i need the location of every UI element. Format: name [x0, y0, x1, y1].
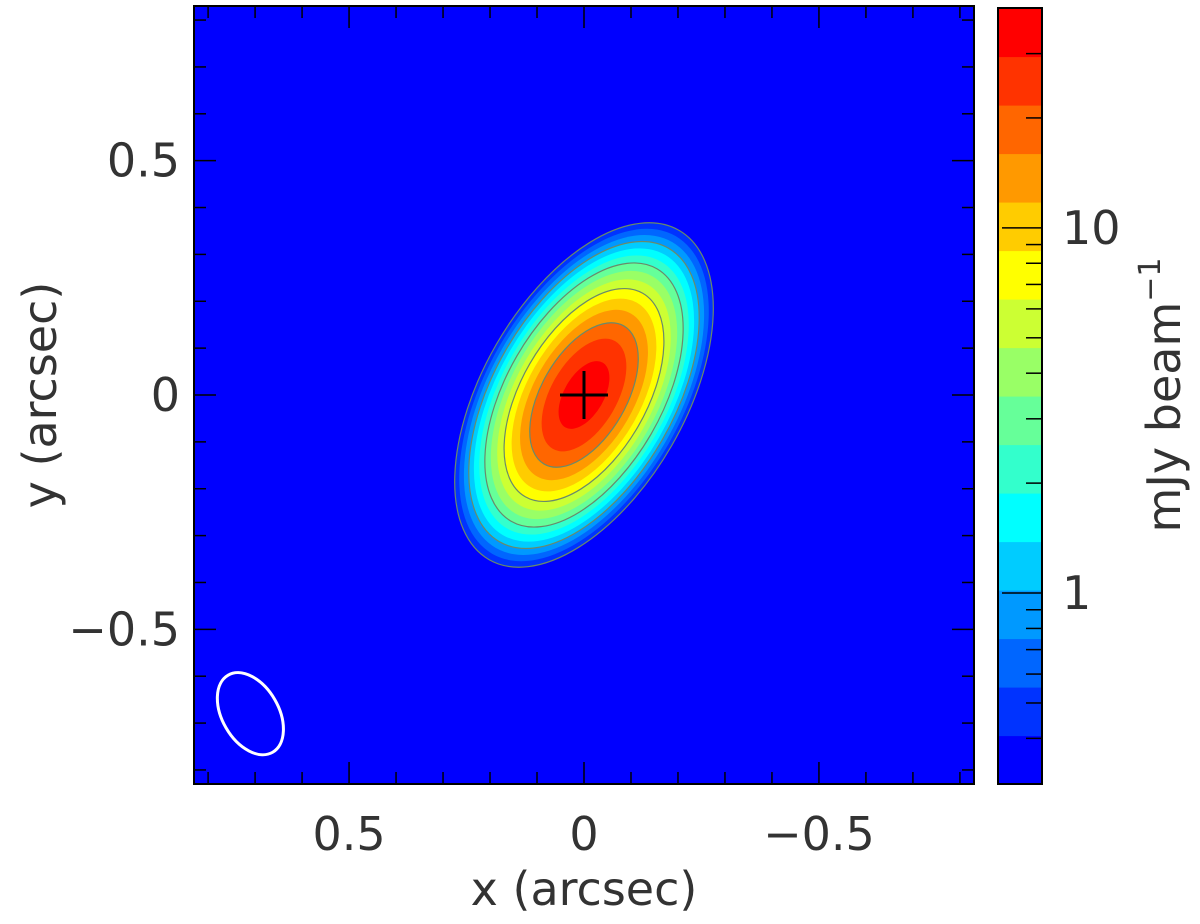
colorbar-title-exponent: −1 — [1133, 258, 1168, 302]
colorbar-band — [998, 299, 1042, 349]
colorbar-band — [998, 444, 1042, 494]
colorbar-frame — [997, 7, 1043, 785]
colorbar-band — [998, 153, 1042, 203]
colorbar-tick-label: 1 — [1062, 566, 1091, 620]
colorbar-band — [998, 105, 1042, 155]
beam-outline — [215, 671, 285, 757]
y-tick-label: 0.5 — [107, 134, 180, 188]
map-plot-area — [193, 5, 975, 785]
colorbar-band — [998, 493, 1042, 543]
y-axis-title: y (arcsec) — [13, 282, 67, 509]
x-tick-label: 0.5 — [312, 807, 385, 861]
colorbar-band — [998, 638, 1042, 688]
colorbar-band — [998, 250, 1042, 300]
colorbar-band — [998, 56, 1042, 106]
y-tick-label: 0 — [151, 368, 180, 422]
map-ticks — [194, 6, 974, 784]
colorbar-tick-labels: 1 10 — [1062, 201, 1121, 620]
colorbar-band — [998, 202, 1042, 252]
beam-ellipse — [215, 671, 285, 757]
colorbar-bands — [998, 8, 1042, 785]
x-axis-title: x (arcsec) — [471, 862, 698, 916]
y-tick-labels: 0.5 0 −0.5 — [68, 134, 180, 657]
colorbar-band — [998, 8, 1042, 58]
x-tick-labels: 0.5 0 −0.5 — [312, 807, 874, 861]
colorbar-tick-label: 10 — [1062, 201, 1121, 255]
center-cross-marker — [560, 371, 608, 419]
colorbar-title: mJy beam−1 — [1133, 258, 1191, 533]
colorbar: 1 10 mJy beam−1 — [997, 7, 1191, 785]
x-tick-label: 0 — [569, 807, 598, 861]
colorbar-band — [998, 347, 1042, 397]
colorbar-band — [998, 687, 1042, 737]
y-tick-label: −0.5 — [68, 602, 180, 656]
colorbar-band — [998, 396, 1042, 446]
x-tick-label: −0.5 — [763, 807, 875, 861]
colorbar-band — [998, 735, 1042, 785]
colorbar-band — [998, 541, 1042, 591]
colorbar-band — [998, 590, 1042, 640]
colorbar-title-main: mJy beam — [1137, 302, 1191, 533]
